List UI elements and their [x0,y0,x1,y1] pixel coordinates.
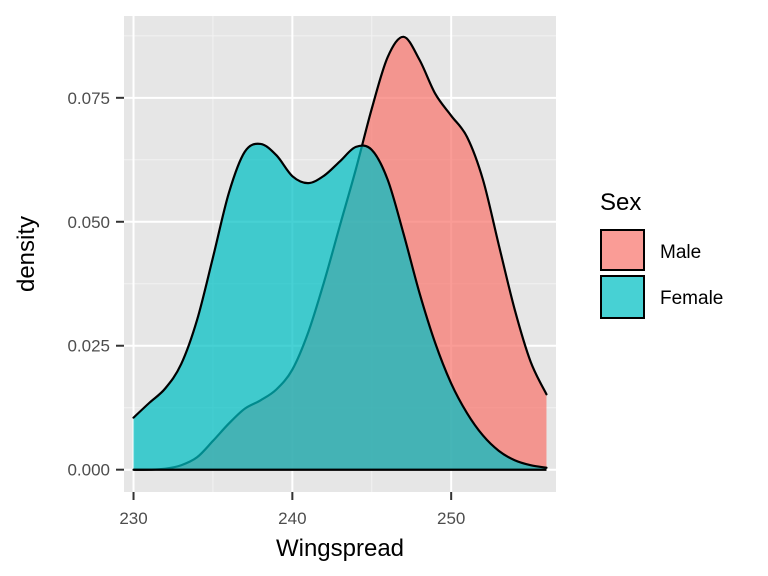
density-line-female [132,142,548,469]
legend: Sex Male Female [600,189,723,319]
y-axis-tick-label: 0.000 [67,461,110,480]
legend-item-male: Male [600,229,701,271]
legend-label-female: Female [660,288,723,309]
legend-swatch-female [600,275,645,319]
density-area-female [133,143,547,470]
y-axis-title: density [13,216,40,292]
legend-item-female: Female [600,275,723,319]
legend-title: Sex [600,189,641,216]
x-axis-title: Wingspread [276,535,404,562]
x-axis-tick-label: 240 [278,509,306,528]
series-layer [132,35,548,471]
y-axis-tick-label: 0.050 [67,213,110,232]
y-axis: 0.000 0.025 0.050 0.075 [67,89,124,480]
y-axis-tick-label: 0.025 [67,337,110,356]
legend-swatch-male [600,229,645,271]
legend-label-male: Male [660,242,701,263]
y-axis-tick-label: 0.075 [67,89,110,108]
x-axis-tick-label: 230 [119,509,147,528]
x-axis-tick-label: 250 [437,509,465,528]
x-axis: 230 240 250 [119,492,465,528]
